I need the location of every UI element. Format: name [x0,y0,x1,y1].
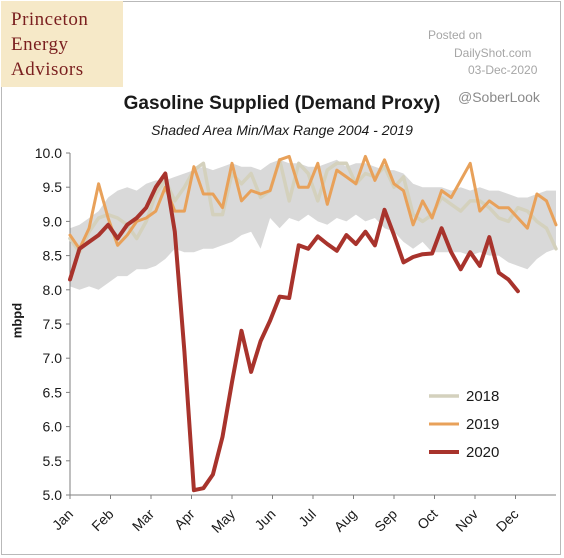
x-tick-label: Nov [452,506,481,535]
series-line-2019 [68,154,558,251]
x-tick-label: Mar [129,506,158,535]
y-tick-label: 7.5 [43,316,63,332]
x-tick-label: Dec [493,506,522,535]
x-tick-label: Jun [251,506,278,533]
logo-line-3: Advisors [11,59,84,80]
credit-site: DailyShot.com [454,46,532,60]
y-tick-label: 8.5 [43,248,63,264]
legend-label-2019: 2019 [466,416,499,433]
y-tick-label: 9.0 [43,213,63,229]
x-tick-label: Feb [88,506,117,535]
y-tick-label: 5.5 [43,453,63,469]
chart-subtitle: Shaded Area Min/Max Range 2004 - 2019 [151,122,413,138]
logo-line-1: Princeton [11,9,89,30]
x-tick-label: Apr [171,506,198,533]
y-tick-label: 8.0 [43,282,63,298]
legend-label-2018: 2018 [466,388,499,405]
y-tick-label: 7.0 [43,350,63,366]
range-band [70,159,556,290]
y-tick-label: 9.5 [43,179,63,195]
y-tick-label: 5.0 [43,487,63,503]
y-tick-label: 10.0 [35,145,62,161]
series-line-2020 [68,171,520,493]
brand-logo: Princeton Energy Advisors [1,1,123,87]
legend-label-2020: 2020 [466,444,499,461]
x-tick-label: Jan [49,506,76,533]
x-tick-label: Aug [331,506,360,535]
watermark: @SoberLook [458,89,540,105]
logo-line-2: Energy [11,34,69,55]
x-tick-label: May [208,506,238,536]
credit-date: 03-Dec-2020 [468,63,538,77]
chart-title: Gasoline Supplied (Demand Proxy) [123,93,441,114]
x-tick-label: Jul [295,506,319,530]
credit-posted-on: Posted on [428,28,483,42]
y-tick-label: 6.0 [43,419,63,435]
x-tick-label: Sep [371,506,400,535]
series-line-2018 [68,158,558,254]
x-tick-label: Oct [414,506,441,533]
y-tick-label: 6.5 [43,384,63,400]
